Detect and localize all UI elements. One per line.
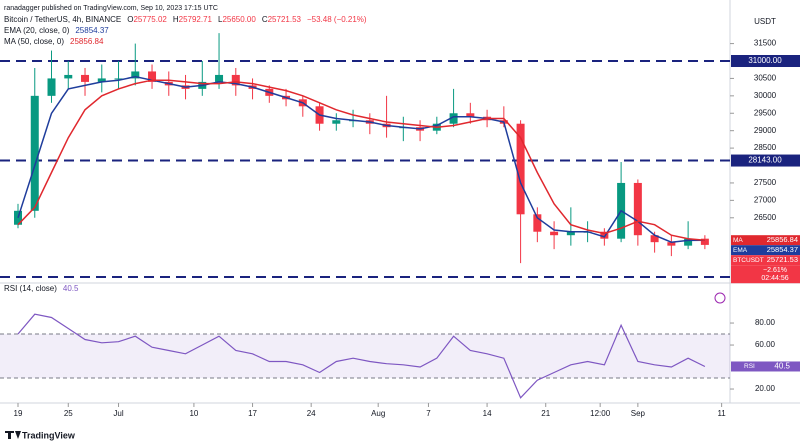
price-tag-bg [731, 235, 800, 246]
indicator-name: MA (50, close, 0) [4, 37, 64, 46]
rsi-tag-value: 40.5 [774, 362, 790, 371]
rsi-band [0, 334, 730, 379]
y-tick-label: 28500 [754, 143, 777, 152]
candle-body [466, 113, 475, 117]
x-tick-label: 11 [717, 409, 726, 418]
ohlc-value: 25650.00 [222, 15, 256, 24]
level-tag [731, 154, 800, 167]
candle-body [47, 78, 56, 96]
price-tag-name: EMA [733, 247, 748, 254]
ohlc-value: 25721.53 [268, 15, 302, 24]
level-tag [731, 55, 800, 68]
x-tick-label: 12:00 [590, 409, 611, 418]
candle-body [64, 74, 73, 79]
price-tag-value: 25854.37 [767, 245, 798, 254]
y-tick-label: 30000 [754, 91, 777, 100]
candle-body [114, 78, 123, 80]
candle-body [700, 238, 709, 245]
candle-body [449, 113, 458, 124]
indicator-value: 25854.37 [75, 26, 109, 35]
candle-body [533, 214, 542, 232]
ohlc-key: C [262, 15, 268, 24]
candle-body [650, 235, 659, 243]
x-tick-label: 25 [64, 409, 73, 418]
x-tick-label: Jul [113, 409, 123, 418]
y-tick-label: 26500 [754, 213, 777, 222]
y-tick-label: 20.00 [755, 384, 776, 393]
candle-body [684, 238, 693, 246]
y-tick-label: 29000 [754, 126, 777, 135]
rsi-legend: RSI (14, close) 40.5 [4, 284, 79, 293]
rsi-tag-bg [731, 361, 800, 372]
ohlc-key: O [127, 15, 133, 24]
y-tick-label: 60.00 [755, 340, 776, 349]
level-label: 31000.00 [748, 56, 782, 65]
x-tick-label: 21 [541, 409, 550, 418]
candle-body [231, 74, 240, 86]
candle-body [516, 123, 525, 215]
rsi-value: 40.5 [63, 284, 79, 293]
change-label: −2.61% [763, 267, 787, 274]
y-tick-label: 27000 [754, 195, 777, 204]
ohlc-change: −53.48 (−0.21%) [307, 15, 367, 24]
indicator-line [17, 79, 705, 241]
candle-body [332, 120, 341, 124]
logo-icon [5, 431, 21, 439]
currency: USDT [754, 17, 776, 26]
price-tag-name: MA [733, 237, 743, 244]
ohlc-value: 25775.02 [133, 15, 167, 24]
ohlc-key: L [218, 15, 223, 24]
x-tick-label: 7 [426, 409, 431, 418]
level-label: 28143.00 [748, 156, 782, 165]
x-tick-label: 24 [307, 409, 316, 418]
countdown: 02:44:56 [761, 275, 788, 282]
y-tick-label: 27500 [754, 178, 777, 187]
x-tick-label: 17 [248, 409, 257, 418]
x-tick-label: 14 [483, 409, 492, 418]
indicator-legend: EMA (20, close, 0) 25854.37 [4, 26, 109, 35]
y-tick-label: 80.00 [755, 318, 776, 327]
header: Bitcoin / TetherUS, 4h, BINANCE O25775.02… [4, 15, 367, 24]
candle-body [633, 182, 642, 236]
price-tag-value: 25721.53 [767, 255, 798, 264]
indicator-legend: MA (50, close, 0) 25856.84 [4, 37, 104, 46]
x-tick-label: 10 [189, 409, 198, 418]
candle-body [600, 231, 609, 239]
x-tick-label: Aug [371, 409, 385, 418]
indicator-value: 25856.84 [70, 37, 104, 46]
x-tick-label: Sep [631, 409, 646, 418]
price-tag-bg [731, 255, 800, 266]
indicator-name: EMA (20, close, 0) [4, 26, 70, 35]
publisher: ranadagger published on TradingView.com,… [4, 5, 218, 12]
candle-body [81, 74, 90, 82]
y-tick-label: 31500 [754, 39, 777, 48]
candle-body [131, 71, 140, 79]
price-tag-bg [731, 265, 800, 284]
y-tick-label: 30500 [754, 74, 777, 83]
y-tick-label: 29500 [754, 108, 777, 117]
price-tag-name: BTCUSDT [733, 257, 764, 264]
rsi-tag-name: RSI [744, 363, 755, 370]
rsi-name: RSI (14, close) [4, 284, 57, 293]
candle-body [667, 242, 676, 246]
candle-body [30, 95, 39, 211]
candle-body [566, 231, 575, 236]
price-tag-value: 25856.84 [767, 235, 798, 244]
candle-body [148, 71, 157, 82]
candle-body [550, 231, 559, 236]
rsi-line [17, 313, 706, 399]
candle-body [97, 78, 106, 82]
symbol-title: Bitcoin / TetherUS, 4h, BINANCE [4, 15, 121, 24]
candle-body [215, 74, 224, 82]
x-tick-label: 19 [14, 409, 23, 418]
ohlc-key: H [173, 15, 179, 24]
footer-logo: TradingView [22, 430, 76, 440]
event-icon[interactable] [714, 292, 726, 304]
indicator-line [17, 75, 705, 243]
price-tag-bg [731, 245, 800, 256]
ohlc-value: 25792.71 [179, 15, 213, 24]
